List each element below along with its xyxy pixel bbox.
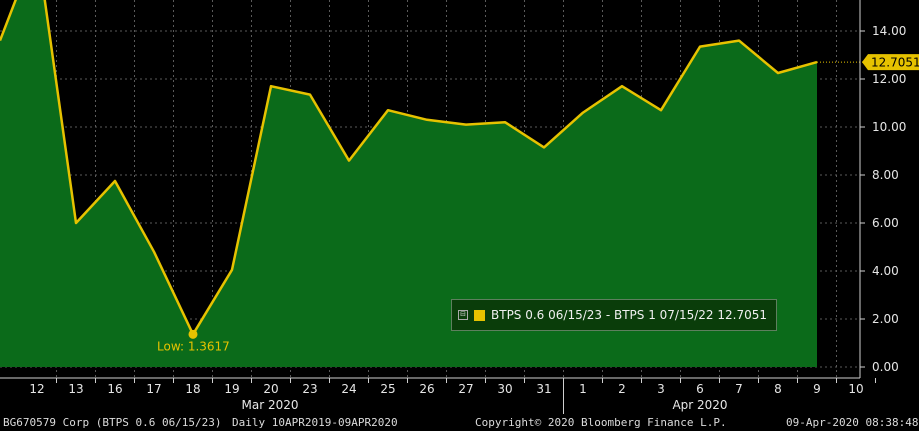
x-tick-label: 1 — [579, 382, 587, 396]
x-tick-label: 9 — [813, 382, 821, 396]
y-tick-label: 6.00 — [872, 216, 899, 230]
y-tick-label: 8.00 — [872, 168, 899, 182]
x-tick-label: 16 — [107, 382, 122, 396]
x-tick-label: 3 — [657, 382, 665, 396]
x-tick-label: 6 — [696, 382, 704, 396]
x-tick-label: 23 — [302, 382, 317, 396]
y-tick-label: 14.00 — [872, 24, 906, 38]
last-value-tag — [862, 54, 919, 71]
footer-copyright: Copyright© 2020 Bloomberg Finance L.P. — [475, 416, 727, 429]
y-tick-label: 10.00 — [872, 120, 906, 134]
month-label: Apr 2020 — [672, 398, 727, 412]
x-tick-label: 12 — [29, 382, 44, 396]
x-tick-label: 30 — [497, 382, 512, 396]
y-tick-label: 12.00 — [872, 72, 906, 86]
x-tick-label: 17 — [146, 382, 161, 396]
x-tick-label: 20 — [263, 382, 278, 396]
last-value-label: 12.7051 — [871, 56, 919, 70]
plot-layer: Low: 1.3617 — [0, 0, 864, 367]
footer-range: Daily 10APR2019-09APR2020 — [232, 416, 398, 429]
series-line — [0, 0, 818, 336]
footer-timestamp: 09-Apr-2020 08:38:48 — [786, 416, 919, 429]
legend-swatch — [474, 309, 485, 321]
chart-area: Low: 1.3617 12.70510.002.004.006.008.001… — [0, 0, 919, 414]
x-tick-label: 27 — [458, 382, 473, 396]
month-label: Mar 2020 — [242, 398, 299, 412]
y-tick-label: 0.00 — [872, 360, 899, 374]
x-tick-label: 8 — [774, 382, 782, 396]
x-tick-label: 13 — [68, 382, 83, 396]
low-marker — [188, 329, 198, 339]
low-annotation: Low: 1.3617 — [157, 339, 230, 353]
x-tick-label: 10 — [848, 382, 863, 396]
x-tick-label: 25 — [380, 382, 395, 396]
y-tick-label: 4.00 — [872, 264, 899, 278]
x-tick-label: 24 — [341, 382, 356, 396]
x-tick-label: 7 — [735, 382, 743, 396]
legend-label: BTPS 0.6 06/15/23 - BTPS 1 07/15/22 12.7… — [491, 308, 767, 322]
x-tick-label: 31 — [536, 382, 551, 396]
legend-toggle-icon[interactable]: ⊟ — [458, 310, 468, 320]
legend[interactable]: ⊟ BTPS 0.6 06/15/23 - BTPS 1 07/15/22 12… — [451, 299, 777, 331]
x-tick-label: 18 — [185, 382, 200, 396]
y-tick-label: 2.00 — [872, 312, 899, 326]
x-tick-label: 2 — [618, 382, 626, 396]
x-tick-label: 19 — [224, 382, 239, 396]
series-area — [0, 0, 817, 367]
x-tick-label: 26 — [419, 382, 434, 396]
footer-ticker: BG670579 Corp (BTPS 0.6 06/15/23) — [3, 416, 222, 429]
axes-layer: 12.7051 0.00 2.00 4.00 6.00 8.00 10.00 12.00 14.… — [0, 0, 919, 414]
